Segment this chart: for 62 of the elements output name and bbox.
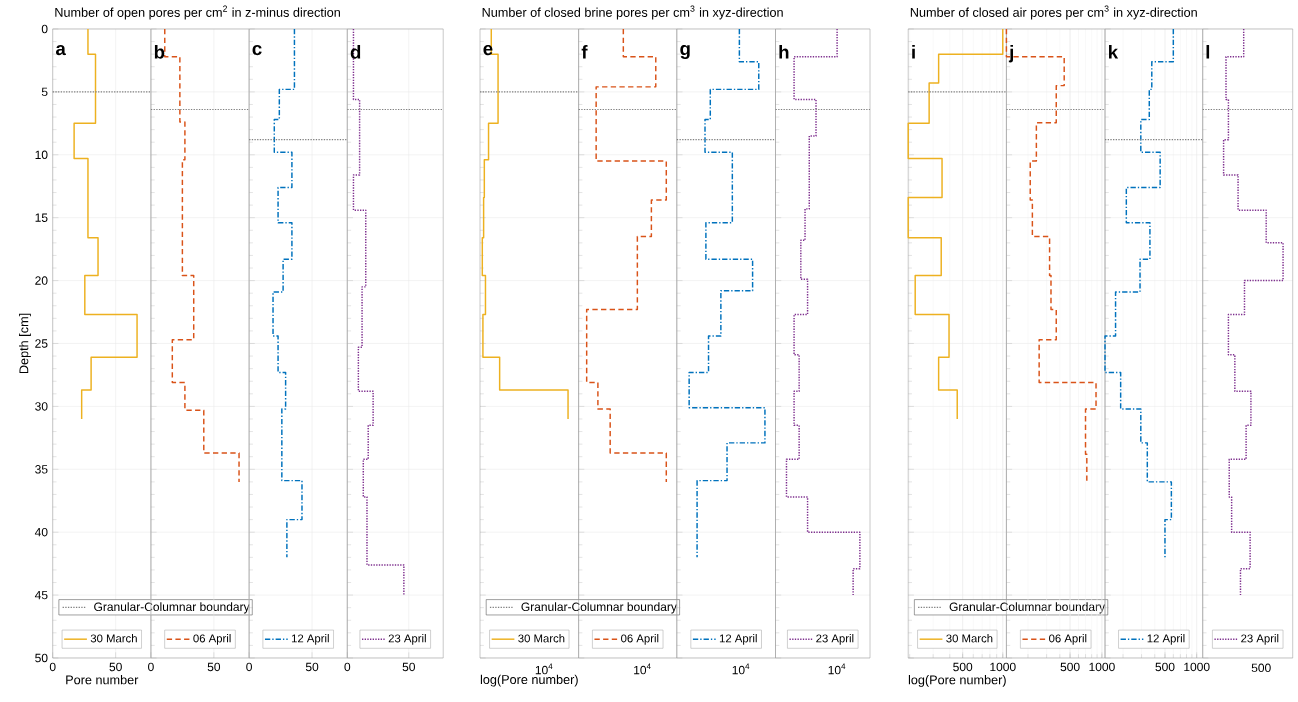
y-tick-label: 5 bbox=[41, 87, 48, 97]
annotation: f bbox=[581, 44, 588, 59]
text: 10$^{4}$ bbox=[535, 663, 553, 675]
text: 10$^{4}$ bbox=[732, 663, 750, 675]
text: Number of open pores per cm$^{2}$ in z-minus direction bbox=[55, 5, 340, 20]
x-tick-label: 1000 bbox=[1089, 662, 1115, 672]
x-tick-label: 0 bbox=[49, 662, 56, 672]
annotation: h bbox=[779, 44, 789, 59]
text: 10$^{4}$ bbox=[634, 663, 651, 675]
y-tick-label: 40 bbox=[34, 527, 48, 537]
y-tick-label: 15 bbox=[35, 213, 48, 222]
x-tick-label: 50 bbox=[305, 662, 319, 672]
legend-label: 06 April bbox=[621, 634, 659, 645]
x-tick-label: 50 bbox=[207, 662, 221, 672]
text: Number of closed brine pores per cm$^{3}$ in xyz-direction bbox=[482, 5, 783, 20]
y-axis-title: Depth [cm] bbox=[19, 313, 31, 374]
x-axis-title: log(Pore number) bbox=[908, 675, 1006, 687]
x-tick-label: 1000 bbox=[1184, 662, 1210, 672]
x-tick-label: 0 bbox=[246, 662, 252, 672]
x-tick-label: 500 bbox=[953, 662, 973, 672]
y-tick-label: 0 bbox=[41, 24, 48, 34]
annotation: a bbox=[55, 44, 66, 56]
legend-label: 12 April bbox=[291, 634, 329, 645]
x-tick-label: 50 bbox=[402, 662, 415, 672]
x-axis-title: log(Pore number) bbox=[480, 674, 578, 687]
legend-label: 12 April bbox=[719, 634, 757, 645]
y-tick-label: 45 bbox=[34, 590, 48, 600]
x-tick-label: 0 bbox=[148, 662, 154, 672]
legend-label: 30 March bbox=[90, 634, 137, 643]
legend-label: 23 April bbox=[816, 634, 854, 645]
legend-label: Granular-Columnar boundary bbox=[521, 602, 677, 614]
legend-label: 23 April bbox=[388, 634, 426, 645]
y-tick-label: 25 bbox=[35, 339, 48, 348]
y-tick-label: 30 bbox=[35, 402, 48, 411]
legend-label: Granular-Columnar boundary bbox=[949, 602, 1106, 614]
x-tick-label: 0 bbox=[344, 662, 351, 672]
annotation: k bbox=[1109, 44, 1119, 59]
x-tick-label: 50 bbox=[109, 662, 122, 672]
y-tick-label: 10 bbox=[35, 150, 48, 160]
legend-label: 12 April bbox=[1147, 634, 1185, 645]
y-tick-label: 35 bbox=[35, 465, 48, 474]
annotation: d bbox=[350, 44, 361, 59]
x-tick-label: 1000 bbox=[990, 662, 1016, 672]
legend-label: 06 April bbox=[193, 634, 231, 645]
y-tick-label: 20 bbox=[35, 276, 48, 285]
legend-label: 30 March bbox=[518, 634, 565, 643]
x-axis-title: Pore number bbox=[66, 675, 139, 685]
annotation: b bbox=[154, 44, 165, 59]
annotation: j bbox=[1008, 44, 1014, 63]
y-tick-label: 50 bbox=[35, 653, 48, 663]
legend-label: 06 April bbox=[1049, 634, 1087, 645]
x-tick-label: 500 bbox=[1060, 662, 1080, 672]
text: 10$^{4}$ bbox=[828, 663, 846, 675]
annotation: l bbox=[1206, 44, 1210, 59]
x-tick-label: 500 bbox=[1155, 662, 1175, 672]
annotation: g bbox=[680, 44, 690, 59]
legend-label: 23 April bbox=[1241, 634, 1279, 645]
annotation: c bbox=[252, 44, 262, 56]
annotation: i bbox=[912, 44, 915, 59]
legend-label: 30 March bbox=[946, 634, 993, 643]
text: Number of closed air pores per cm$^{3}$ in xyz-direction bbox=[910, 5, 1197, 20]
legend-label: Granular-Columnar boundary bbox=[94, 602, 250, 614]
